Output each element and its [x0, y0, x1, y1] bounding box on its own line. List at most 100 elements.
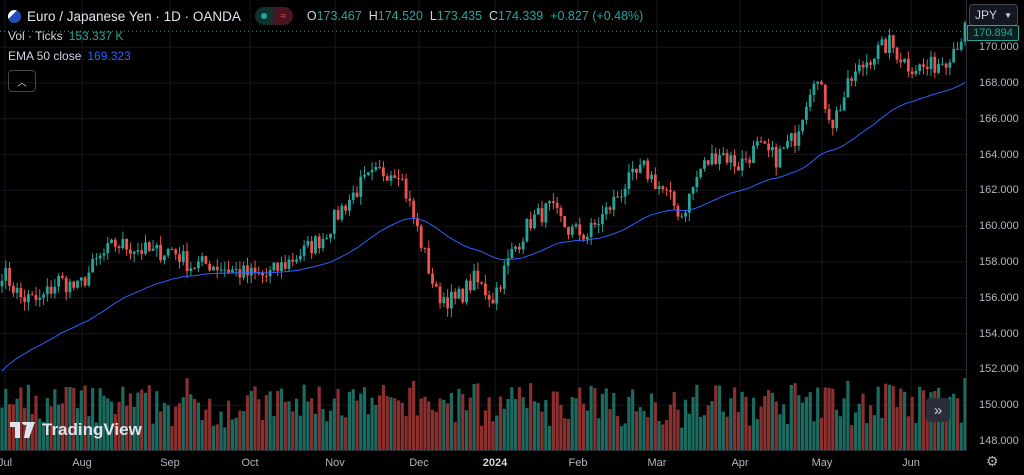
candle-body: [431, 273, 434, 284]
candle-body: [536, 208, 540, 215]
candle-body: [729, 155, 733, 163]
volume-bar: [226, 400, 231, 450]
candle-body: [918, 64, 922, 72]
candle-body: [567, 227, 570, 235]
candle-body: [321, 238, 325, 249]
volume-bar: [891, 386, 895, 450]
candle-body: [423, 247, 427, 249]
volume-bar: [34, 395, 38, 450]
candle-body: [876, 45, 880, 59]
price-axis[interactable]: 170.000 168.000 166.000 164.000 162.000 160.0…: [966, 0, 1024, 450]
volume-bar: [944, 417, 948, 450]
volume-bar: [642, 410, 646, 450]
candle-body: [302, 245, 306, 256]
volume-bar: [355, 400, 359, 450]
symbol-title[interactable]: Euro / Japanese Yen · 1D · OANDA: [27, 8, 241, 24]
candle-body: [616, 196, 619, 198]
ema-label[interactable]: EMA 50 close: [8, 49, 82, 63]
candle-body: [491, 299, 495, 304]
volume-bar: [902, 391, 907, 450]
price-chart[interactable]: [0, 0, 966, 450]
volume-bar: [181, 397, 185, 450]
volume-bar: [634, 411, 639, 450]
candle-body: [533, 214, 536, 229]
volume-bar: [506, 399, 510, 450]
candle-body: [49, 286, 53, 294]
candle-body: [906, 58, 910, 72]
candle-body: [842, 97, 846, 111]
volume-bar: [404, 416, 408, 450]
candle-body: [106, 243, 110, 254]
candle-body: [786, 140, 789, 148]
candle-body: [227, 269, 230, 273]
candle-body: [276, 262, 280, 271]
volume-label[interactable]: Vol · Ticks: [8, 29, 63, 43]
volume-bar: [846, 380, 850, 450]
time-axis[interactable]: Jul Aug Sep Oct Nov Dec 2024 Feb Mar Apr May Jun: [0, 450, 966, 475]
candle-body: [185, 251, 189, 272]
volume-bar: [819, 417, 824, 450]
candle-body: [759, 141, 763, 143]
volume-bar: [430, 409, 435, 450]
volume-bar: [763, 395, 767, 450]
tradingview-logo[interactable]: TradingView: [10, 420, 142, 440]
candle-body: [76, 280, 79, 288]
volume-bar: [306, 401, 310, 450]
candle-body: [159, 244, 163, 261]
candle-body: [755, 141, 759, 146]
collapse-legend-button[interactable]: ︿: [8, 70, 36, 92]
candle-body: [53, 286, 57, 294]
volume-bar: [578, 387, 582, 450]
candle-body: [612, 196, 616, 210]
candle-body: [438, 286, 442, 304]
time-tick-label: Jul: [0, 457, 13, 469]
volume-bar: [959, 422, 963, 450]
scroll-to-realtime-button[interactable]: »: [926, 398, 950, 422]
candle-body: [408, 198, 412, 201]
candle-body: [816, 81, 820, 84]
time-tick-label: Sep: [160, 457, 180, 469]
candle-body: [249, 267, 253, 276]
candle-body: [166, 248, 170, 256]
volume-bar: [793, 383, 797, 450]
volume-bar: [597, 418, 601, 450]
candle-body: [725, 153, 729, 163]
volume-bar: [125, 405, 129, 450]
candle-body: [34, 294, 38, 300]
candle-body: [15, 287, 19, 293]
volume-bar: [835, 409, 839, 450]
candle-body: [30, 294, 34, 296]
volume-bar: [827, 388, 831, 450]
volume-bar: [940, 412, 944, 450]
candle-body: [378, 166, 382, 168]
volume-bar: [876, 386, 880, 450]
candle-body: [831, 119, 835, 129]
wave-icon: ≈: [273, 7, 293, 25]
volume-bar: [279, 388, 284, 450]
candle-body: [91, 259, 95, 273]
candle-body: [38, 297, 42, 300]
currency-selector[interactable]: JPY ▼: [969, 4, 1018, 26]
candle-body: [676, 205, 680, 217]
volume-bar: [842, 398, 846, 450]
candle-body: [793, 133, 797, 146]
volume-bar: [200, 420, 204, 450]
volume-bar: [823, 387, 827, 450]
candle-body: [495, 287, 499, 304]
market-status-toggle[interactable]: ≈: [254, 7, 293, 25]
candle-body: [98, 255, 102, 259]
candle-body: [132, 251, 136, 254]
candle-body: [895, 47, 899, 60]
price-tick-label: 166.000: [979, 112, 1019, 125]
candle-body: [604, 207, 608, 215]
candle-body: [952, 48, 956, 63]
settings-gear-icon[interactable]: ⚙: [986, 453, 999, 469]
candle-body: [718, 154, 721, 164]
candle-body: [42, 294, 45, 298]
volume-bar: [253, 386, 257, 450]
candle-body: [910, 71, 914, 75]
candle-body: [959, 41, 963, 50]
candle-body: [215, 266, 219, 271]
candle-body: [714, 153, 718, 164]
candle-body: [204, 256, 208, 264]
